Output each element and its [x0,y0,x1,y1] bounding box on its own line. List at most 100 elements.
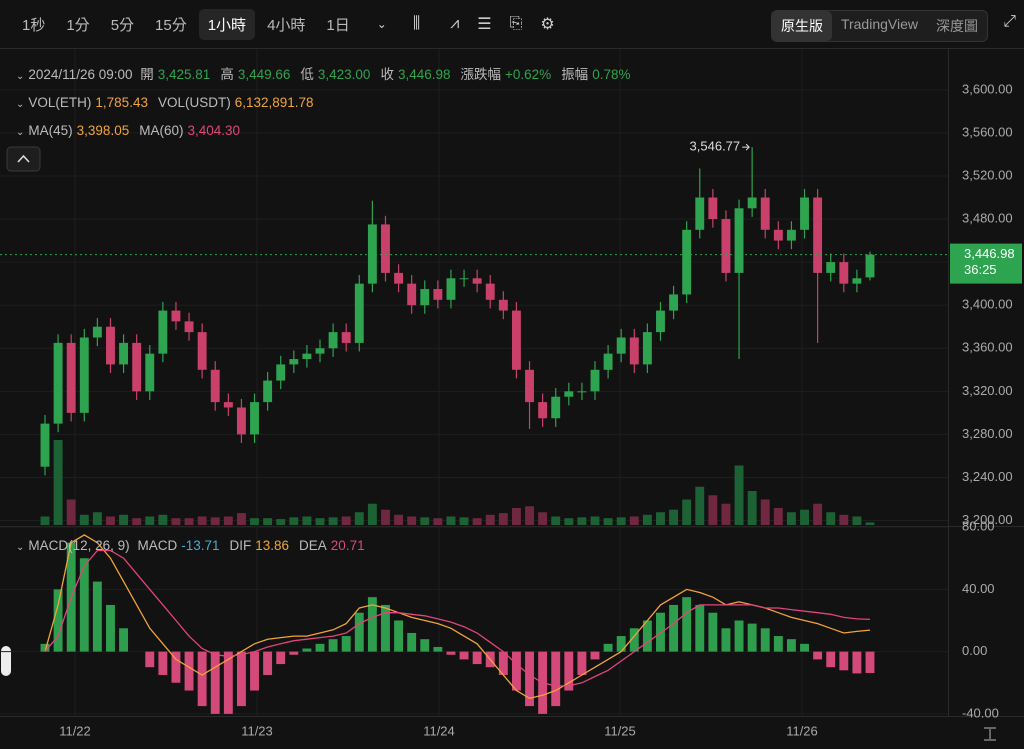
interval-button[interactable]: 1小時 [198,8,256,40]
price-tag [950,243,1022,284]
macd-bar [498,651,508,675]
y-tick-label: -40.00 [962,705,999,720]
macd-bar [656,612,665,652]
view-switch: 原生版 TradingView 深度圖 [770,10,988,42]
value: 3,423.00 [317,67,371,82]
macd-bar [747,623,757,652]
candle-body [839,262,849,284]
macd-bar [315,643,325,652]
candle-body [826,262,836,273]
price-tag-countdown: 36:25 [964,262,997,277]
collapse-icon [17,154,30,163]
macd-bar [210,651,220,714]
volume-bar [53,440,63,525]
interval-button[interactable]: 15分 [155,16,187,34]
candle-body [682,229,692,295]
candle-body [616,337,626,354]
volume-bar [145,516,155,525]
macd-bar [773,636,783,652]
dea-line [44,549,871,687]
volume-bar [525,506,534,525]
macd-bar [577,651,587,675]
candle-body [210,369,220,403]
volume-bar [603,518,613,525]
toolbar: 1秒 1分 5分 15分 1小時 4小時 1日 ⌄ ⫼ ⩘ ☰ ⎘ ⚙ 原生版 Trading… [0,0,1024,49]
candle-body [407,283,417,306]
candle-body [551,396,561,419]
candle-body [747,197,757,209]
indicator-icon[interactable]: ⩘ [450,15,460,32]
candle-body [498,299,508,311]
candle-body [734,208,744,273]
candle-body [250,402,259,435]
side-handle[interactable] [1,646,11,676]
value: 1,785.43 [95,95,148,110]
value: 3,404.30 [187,123,241,138]
interval-button[interactable]: 4小時 [267,16,306,34]
view-button[interactable]: TradingView [840,16,918,32]
candle-body [171,310,181,322]
y-tick-label: 3,600.00 [962,81,1013,96]
fullscreen-icon[interactable]: ⤢ [1003,13,1016,30]
volume-bar [760,499,770,525]
volume-bar [276,519,286,525]
volume-bar [223,516,233,525]
interval-button[interactable]: 1日 [326,16,350,34]
volume-bar [511,508,521,525]
macd-bar [197,651,207,707]
candle-body [106,326,115,365]
scale-icon[interactable] [984,727,996,741]
macd-bar [289,651,299,655]
label: MA(45) [28,123,73,138]
volume-bar [367,503,377,525]
view-button[interactable]: 原生版 [771,11,832,41]
candle-body [276,364,286,381]
macd-bar [119,628,129,652]
label: 高 [220,67,234,82]
view-button[interactable]: 深度圖 [936,18,978,34]
candle-body [197,332,207,370]
volume-bar [158,514,168,525]
macd-bar [590,651,600,660]
value: 3,446.98 [397,67,451,82]
interval-group: 1秒 1分 5分 15分 1小時 4小時 1日 [10,8,359,40]
interval-button[interactable]: 1分 [66,16,90,34]
macd-bar [367,597,377,652]
volume-bar [629,516,639,525]
volume-bar [708,495,718,525]
macd-bar [394,620,404,652]
y-tick-label: 3,240.00 [962,469,1013,484]
macd-bar [695,604,705,652]
volume-bar [865,522,875,525]
macd-bar [839,651,849,671]
ohlc-legend: ⌄ 2024/11/26 09:00 開 3,425.81 高 3,449.66 低 3,4… [16,62,640,146]
macd-bar [40,643,50,652]
candle-body [367,224,377,284]
drawing-icon[interactable]: ⎘ [509,15,523,32]
candle-body [511,310,521,370]
volume-bar [184,518,194,525]
volume-bar [538,512,548,525]
settings-icon[interactable]: ⚙ [540,16,555,33]
volume-bar [263,518,273,525]
macd-bar [629,628,639,652]
volume-bar [813,503,823,525]
interval-button[interactable]: 5分 [110,16,135,34]
candle-body [184,321,194,333]
label: DIF [229,538,252,553]
volume-bar [682,499,692,525]
candle-body [564,391,574,397]
chart-type-icon[interactable]: ⫼ [412,15,421,32]
collapse-button[interactable] [6,146,41,172]
macd-bar [158,651,168,675]
candle-body [538,402,548,419]
settings-list-icon[interactable]: ☰ [477,16,492,33]
more-intervals[interactable]: ⌄ [376,17,387,31]
candle-body [145,353,155,392]
volume-bar [472,518,482,525]
label: MA(60) [139,123,184,138]
interval-button[interactable]: 1秒 [22,16,46,34]
candle-body [760,197,770,230]
y-tick-label: 3,200.00 [962,512,1013,527]
